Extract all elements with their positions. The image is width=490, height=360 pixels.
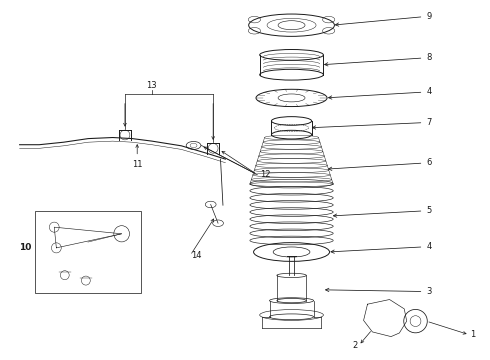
Text: 5: 5 xyxy=(333,206,432,217)
Text: 3: 3 xyxy=(325,287,432,296)
Text: 6: 6 xyxy=(328,158,432,170)
Text: 11: 11 xyxy=(132,160,143,169)
Text: 4: 4 xyxy=(328,87,432,99)
Text: 8: 8 xyxy=(324,53,432,66)
Text: 1: 1 xyxy=(470,330,476,339)
Text: 10: 10 xyxy=(19,243,31,252)
Text: 7: 7 xyxy=(312,118,432,129)
Text: 14: 14 xyxy=(191,251,201,260)
Bar xyxy=(35,211,141,293)
Text: 13: 13 xyxy=(147,81,157,90)
Text: 2: 2 xyxy=(352,341,358,350)
Text: 4: 4 xyxy=(331,242,432,253)
Text: 9: 9 xyxy=(335,12,432,26)
Text: 12: 12 xyxy=(260,170,270,179)
